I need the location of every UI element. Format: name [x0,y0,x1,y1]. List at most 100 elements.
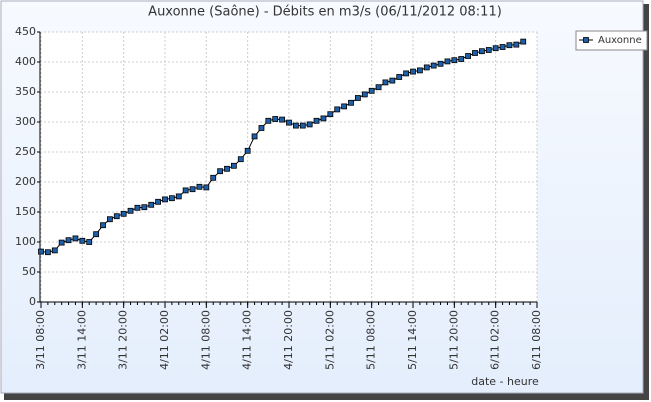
x-tick-label: 3/11 08:00 [34,310,47,370]
point [423,64,430,71]
point [196,183,203,190]
point [389,77,396,84]
point [272,116,279,122]
point [100,222,106,229]
x-tick-label: 5/11 02:00 [323,310,336,370]
legend-marker [583,37,589,43]
point [265,117,272,124]
point [334,106,341,113]
x-tick-label: 5/11 14:00 [406,310,419,370]
x-axis-label: date - heure [471,375,539,388]
point [72,235,79,242]
point [224,165,230,172]
point [279,116,286,123]
x-tick-label: 5/11 20:00 [447,310,460,370]
point [244,147,251,154]
point [375,84,382,91]
x-tick-label: 5/11 08:00 [365,310,378,370]
x-tick-label: 6/11 02:00 [489,310,502,370]
point [38,248,44,255]
point [451,57,458,64]
point [162,196,168,203]
point [416,67,423,74]
point [51,247,58,254]
point [175,193,182,200]
point [134,204,141,211]
y-tick-label: 450 [15,25,36,38]
point [258,125,265,131]
y-tick-label: 150 [15,205,36,218]
point [465,53,472,59]
point [286,119,292,126]
point [327,111,334,118]
point [299,122,306,129]
point [217,168,224,175]
point [403,70,410,77]
point [127,207,134,214]
legend-label: Auxonne [598,35,642,46]
point [251,133,258,140]
point [313,117,320,124]
point [230,162,237,169]
point [86,239,93,245]
point [430,62,437,69]
point [472,50,478,56]
point [348,99,354,106]
point [168,195,175,202]
point [210,174,217,181]
chart-title: Auxonne (Saône) - Débits en m3/s (06/11/… [148,5,502,20]
point [141,204,148,211]
point [65,237,72,244]
y-tick-label: 350 [15,85,36,98]
point [320,115,327,122]
point [485,47,492,53]
point [155,198,162,205]
x-tick-label: 4/11 02:00 [158,310,171,370]
point [361,91,368,98]
point [44,249,51,256]
point [444,58,451,65]
x-tick-label: 6/11 08:00 [530,310,543,370]
y-tick-label: 200 [15,175,36,188]
x-tick-label: 3/11 14:00 [75,310,88,370]
point [499,44,506,50]
point [148,201,155,208]
point [341,103,348,110]
point [354,95,361,101]
y-tick-label: 400 [15,55,36,68]
point [93,231,100,238]
y-tick-label: 250 [15,145,36,158]
point [458,56,465,62]
point [106,216,113,223]
x-tick-label: 4/11 20:00 [282,310,295,370]
point [58,239,65,246]
point [292,122,299,129]
y-tick-label: 0 [29,295,36,308]
point [506,42,513,49]
point [237,156,244,163]
point [79,237,86,244]
x-tick-label: 3/11 20:00 [117,310,130,370]
point [113,213,120,220]
point [513,41,520,48]
point [306,121,313,128]
point [478,48,485,55]
legend-box [575,30,648,51]
point [368,87,375,94]
point [120,210,127,217]
point [520,38,527,45]
point [410,68,416,75]
y-tick-label: 50 [22,265,36,278]
point [189,186,196,193]
point [396,74,403,80]
x-tick-label: 4/11 14:00 [241,310,254,370]
point [492,45,499,52]
y-tick-label: 300 [15,115,36,128]
y-tick-label: 100 [15,235,36,248]
point [382,79,389,86]
point [437,60,444,67]
point [203,184,210,191]
x-tick-label: 4/11 08:00 [199,310,212,370]
point [182,187,189,194]
